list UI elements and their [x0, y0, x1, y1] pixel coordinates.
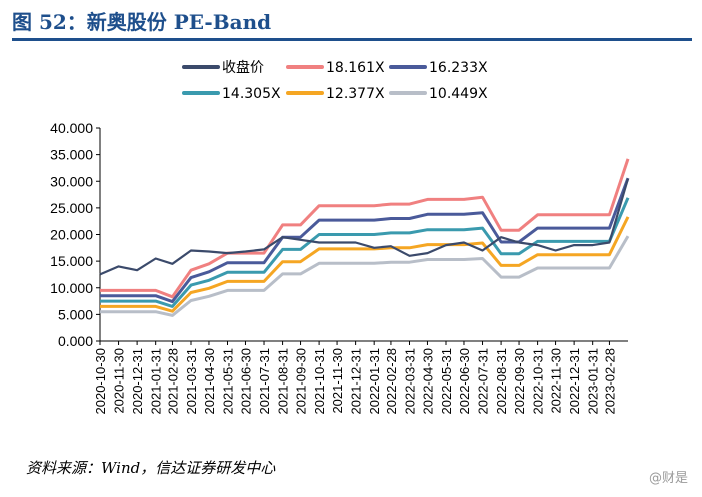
x-tick-label: 2022-05-31 — [439, 348, 454, 415]
legend-label: 10.449X — [429, 86, 488, 102]
x-tick-label: 2021-02-28 — [165, 348, 180, 415]
x-tick-label: 2023-01-31 — [586, 348, 601, 415]
x-tick-label: 2022-01-31 — [367, 348, 382, 415]
x-tick-label: 2021-06-30 — [238, 348, 253, 415]
x-tick-label: 2022-02-28 — [384, 348, 399, 415]
y-tick-label: 35.000 — [50, 147, 93, 163]
page-title: 图 52：新奥股份 PE-Band — [12, 10, 272, 34]
x-tick-label: 2020-10-30 — [93, 348, 108, 415]
x-tick-label: 2021-03-31 — [184, 348, 199, 415]
series-line-10.449X — [100, 235, 630, 317]
x-tick-label: 2022-04-30 — [420, 348, 435, 415]
x-tick-label: 2022-10-31 — [531, 348, 546, 415]
x-tick-label: 2021-10-31 — [312, 348, 327, 415]
series-line-14.305X — [100, 197, 630, 308]
x-tick-label: 2020-11-30 — [112, 348, 127, 414]
y-tick-label: 15.000 — [50, 253, 93, 269]
series-line-12.377X — [100, 216, 630, 313]
y-tick-label: 40.000 — [50, 120, 93, 136]
x-tick-label: 2022-03-31 — [402, 348, 417, 415]
y-tick-label: 20.000 — [50, 227, 93, 243]
series-line-收盘价 — [99, 178, 630, 276]
x-tick-label: 2022-11-30 — [549, 348, 564, 414]
x-tick-label: 2021-08-31 — [276, 348, 291, 415]
source-note: 资料来源：Wind，信达证券研发中心 — [26, 459, 276, 477]
legend-label: 收盘价 — [222, 59, 264, 76]
y-tick-label: 0.000 — [58, 333, 93, 349]
x-tick-label: 2022-07-31 — [476, 348, 491, 415]
x-tick-label: 2022-08-31 — [494, 348, 509, 415]
watermark: @财是 — [648, 471, 688, 486]
pe-band-chart: 0.000 5.000 10.000 15.000 20.000 25.000 30.000… — [50, 59, 630, 415]
y-tick-label: 5.000 — [58, 306, 93, 322]
y-tick-label: 25.000 — [50, 200, 93, 216]
title-divider — [12, 38, 692, 41]
x-tick-label: 2021-07-31 — [257, 348, 272, 415]
x-tick-label: 2022-06-30 — [457, 348, 472, 415]
x-tick-label: 2021-04-30 — [202, 348, 217, 415]
legend-label: 12.377X — [326, 86, 385, 102]
legend-label: 18.161X — [326, 60, 385, 76]
x-tick-label: 2023-02-28 — [602, 348, 617, 415]
x-tick-label: 2022-09-30 — [512, 348, 527, 415]
series-line-16.233X — [100, 177, 630, 304]
x-tick-label: 2021-01-31 — [149, 348, 164, 415]
y-tick-label: 30.000 — [50, 173, 93, 189]
y-tick-label: 10.000 — [50, 280, 93, 296]
x-tick-label: 2021-11-30 — [330, 348, 345, 414]
x-tick-label: 2020-12-31 — [130, 348, 145, 415]
x-tick-label: 2021-05-31 — [221, 348, 236, 415]
x-tick-label: 2021-12-31 — [349, 348, 364, 415]
series-line-18.161X — [100, 158, 630, 299]
legend-label: 16.233X — [429, 60, 488, 76]
legend-label: 14.305X — [222, 86, 281, 102]
x-tick-label: 2022-12-31 — [567, 348, 582, 415]
x-tick-label: 2021-09-30 — [294, 348, 309, 415]
